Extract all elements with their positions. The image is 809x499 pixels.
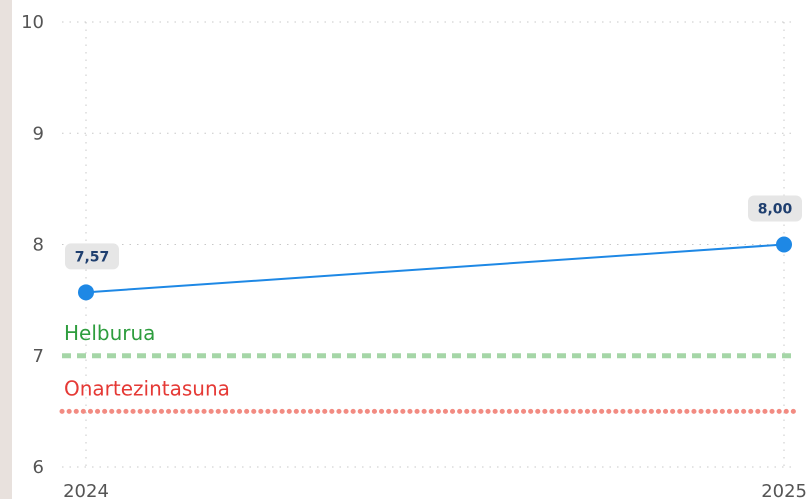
data-point (78, 284, 94, 301)
y-tick-label: 7 (33, 346, 44, 367)
x-tick-label: 2024 (63, 481, 109, 499)
x-tick-label: 2025 (761, 481, 807, 499)
side-strip (0, 0, 12, 499)
data-label: 8,00 (758, 202, 793, 218)
y-tick-label: 10 (21, 12, 44, 33)
y-tick-label: 9 (33, 123, 44, 144)
tolerance-line-label: Onartezintasuna (64, 376, 230, 400)
data-point (776, 236, 792, 253)
y-tick-label: 6 (33, 457, 44, 478)
target-line-label: Helburua (64, 321, 155, 345)
data-label: 7,57 (75, 249, 110, 265)
data-label-bg (748, 195, 802, 222)
series-line (85, 243, 785, 294)
data-label-bg (65, 243, 119, 270)
y-tick-label: 8 (33, 235, 44, 256)
